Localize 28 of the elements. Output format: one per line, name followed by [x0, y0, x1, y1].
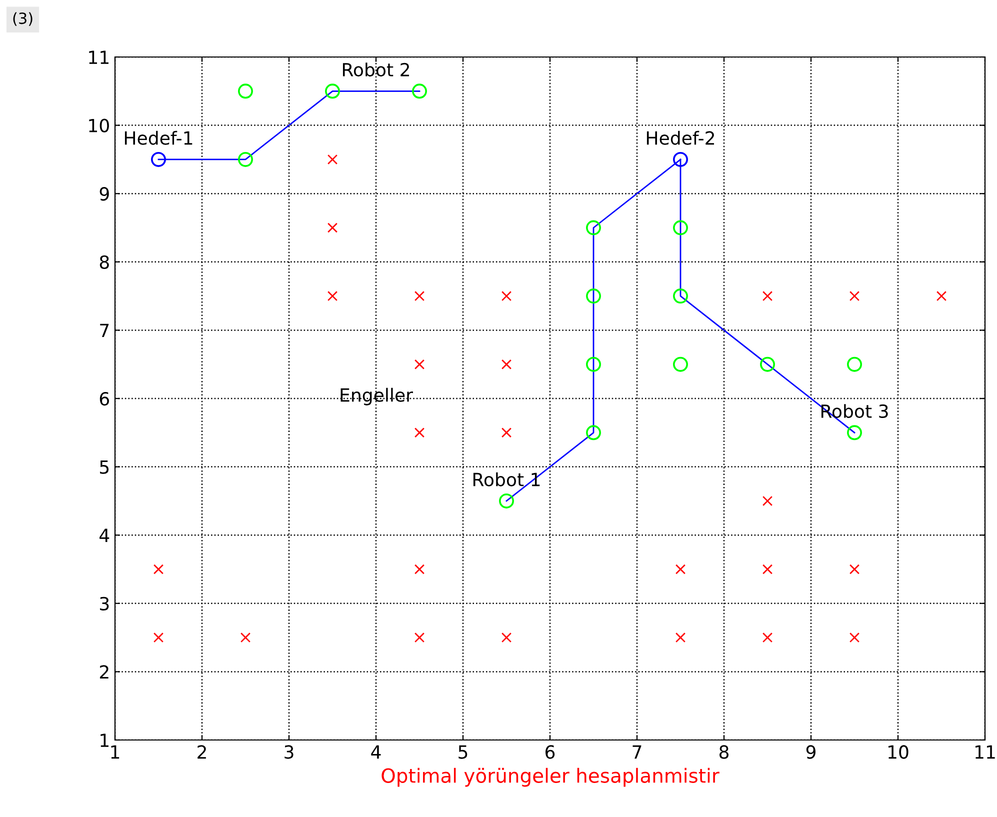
annotation: Robot 2 [342, 62, 409, 77]
y-tick-label: 2 [100, 665, 108, 679]
y-tick-label: 8 [100, 255, 109, 270]
x-tick-label: 6 [546, 745, 555, 759]
x-tick-label: 8 [719, 745, 729, 759]
annotation: Engeller [340, 388, 413, 406]
annotation: Hedef-2 [646, 130, 714, 145]
y-tick-label: 3 [100, 596, 109, 611]
x-tick-label: 7 [632, 745, 642, 759]
x-tick-label: 1 [111, 745, 120, 759]
x-tick-label: 3 [284, 745, 294, 759]
x-tick-label: 11 [975, 745, 995, 759]
annotation: Hedef-1 [124, 130, 192, 145]
x-tick-label: 9 [806, 745, 816, 759]
y-tick-label: 7 [100, 324, 109, 338]
text: (3) [13, 12, 32, 26]
x-tick-label: 5 [458, 745, 468, 759]
y-tick-label: 4 [100, 528, 110, 542]
x-tick-label: 10 [888, 745, 908, 759]
y-tick-label: 5 [100, 460, 109, 474]
y-tick-label: 10 [89, 118, 109, 132]
y-tick-label: 1 [100, 734, 108, 747]
x-tick-label: 2 [198, 745, 206, 759]
y-tick-label: 9 [100, 187, 109, 201]
x-tick-label: 4 [371, 745, 381, 759]
y-tick-label: 6 [100, 392, 109, 406]
y-tick-label: 11 [89, 50, 108, 64]
x-axis-title: Optimal yörüngeler hesaplanmistir [382, 768, 720, 787]
